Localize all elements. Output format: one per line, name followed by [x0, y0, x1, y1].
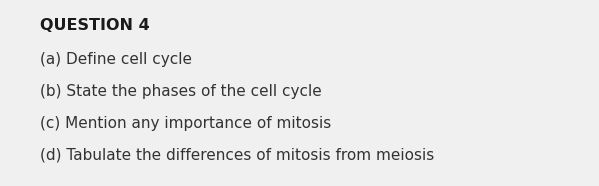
- Text: (d) Tabulate the differences of mitosis from meiosis: (d) Tabulate the differences of mitosis …: [40, 148, 434, 163]
- Text: (b) State the phases of the cell cycle: (b) State the phases of the cell cycle: [40, 84, 322, 99]
- Text: QUESTION 4: QUESTION 4: [40, 18, 150, 33]
- Text: (a) Define cell cycle: (a) Define cell cycle: [40, 52, 192, 67]
- Text: (c) Mention any importance of mitosis: (c) Mention any importance of mitosis: [40, 116, 331, 131]
